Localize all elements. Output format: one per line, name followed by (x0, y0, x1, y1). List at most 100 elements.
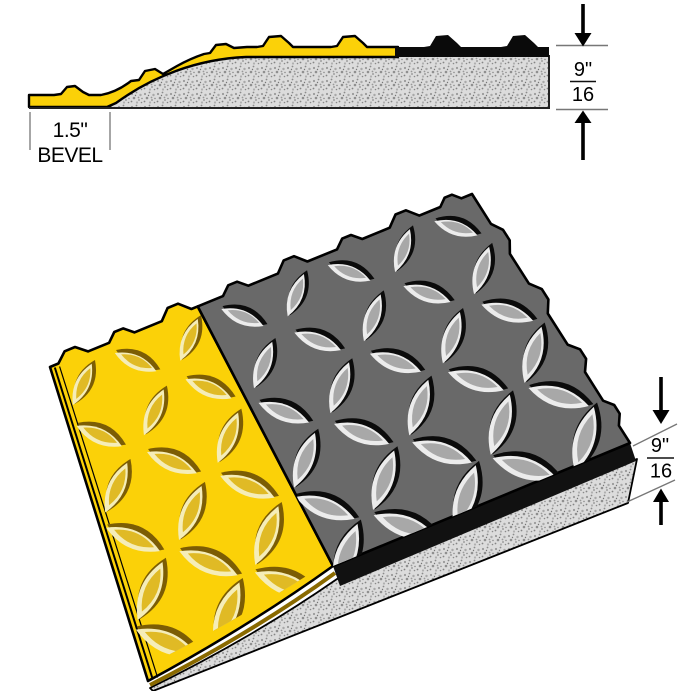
tread-lens-layer (377, 354, 416, 370)
bevel-extension-lines (29, 112, 111, 150)
tread-lens (329, 358, 355, 414)
tread-lens (481, 298, 538, 323)
tread-lens-layer (108, 468, 126, 506)
dimension-arrow-up-icon (653, 488, 669, 525)
tread-lens-layer (342, 425, 384, 441)
profile-yellow-bevel-layer (27, 34, 400, 109)
profile-view: 1.5" BEVEL 9" 16 (27, 4, 608, 167)
tread-lens (572, 402, 602, 472)
tread-lens-layer (501, 458, 550, 476)
tread-lens (295, 491, 360, 521)
tread-lens-layer (182, 491, 200, 533)
tread-lens-layer (301, 333, 337, 348)
tread-lens-layer (265, 404, 304, 420)
tread-lens (472, 242, 496, 295)
thickness-extension-lines (556, 44, 608, 111)
tread-lens-layer (410, 286, 446, 300)
tread-lens-layer (76, 368, 91, 399)
tread-lens-layer (147, 394, 163, 429)
tread-lens-layer (382, 516, 431, 535)
perspective-thickness-denominator: 16 (650, 461, 672, 483)
tread-lens (362, 290, 387, 342)
tread-lens-layer (397, 233, 410, 266)
tread-lens-layer (183, 323, 197, 355)
tread-lens-layer (304, 498, 349, 516)
tread-lens-layer (489, 304, 528, 319)
dark-tread-pattern (221, 215, 602, 566)
tread-lens-layer (440, 221, 473, 234)
mat-yellow-surface (48, 302, 335, 683)
tread-lens-layer (192, 380, 227, 396)
tread-lens-layer (577, 414, 594, 463)
perspective-view: 9" 16 (48, 192, 678, 691)
tread-lens-layer (366, 299, 380, 335)
tread-lens (441, 307, 466, 364)
tread-lens (294, 327, 346, 352)
tread-lens-layer (114, 529, 155, 548)
tread-lens-layer (456, 372, 498, 388)
profile-black-top-layer (395, 35, 549, 57)
tread-lens-layer (256, 346, 272, 382)
dimension-arrow-down-icon (652, 377, 670, 424)
tread-lens-layer (228, 477, 269, 495)
tread-lens (292, 428, 321, 488)
yellow-tread-pattern (72, 315, 323, 657)
tread-lens-layer (420, 443, 466, 460)
tread-lens-layer (337, 531, 357, 566)
tread-lens (179, 546, 243, 577)
tread-lens (371, 446, 401, 510)
tread-lens (147, 447, 202, 474)
tread-lens-layer (376, 457, 394, 502)
tread-lens (488, 390, 517, 455)
tread-lens (452, 460, 483, 530)
tread-lens-layer (412, 386, 428, 428)
bevel-width-label: 1.5" (53, 119, 88, 142)
mat-left-edge-pinstripe-1 (53, 367, 154, 680)
tread-lens (136, 557, 168, 620)
tread-lens (522, 322, 549, 383)
tread-lens-layer (334, 265, 366, 279)
tread-lens (104, 458, 132, 513)
bevel-label: BEVEL (37, 144, 102, 167)
perspective-extension-lines (626, 423, 678, 503)
tread-lens (369, 348, 426, 374)
tread-lens (179, 315, 203, 361)
tread-lens-layer (227, 310, 260, 324)
tread-lens-layer (537, 388, 583, 404)
tread-lens-layer (141, 568, 161, 612)
tread-lens (332, 519, 364, 566)
tread-lens-layer (187, 553, 232, 572)
profile-thickness-numerator: 9" (574, 59, 592, 81)
dimension-arrow-up-icon (574, 110, 592, 160)
tread-lens (185, 374, 236, 400)
tread-lens-layer (526, 333, 542, 375)
dimension-arrow-down-icon (574, 4, 592, 47)
tread-lens (76, 421, 126, 447)
tread-lens (492, 451, 562, 481)
tread-lens-layer (297, 439, 314, 480)
tread-lens (258, 397, 314, 424)
tread-lens (216, 408, 244, 463)
mat-black-edge-side (333, 443, 636, 586)
tread-lens (407, 375, 435, 436)
tread-lens (286, 270, 309, 317)
profile-foam-core (105, 55, 550, 109)
tread-lens-layer (217, 589, 238, 636)
tread-lens (114, 348, 161, 372)
tread-lens-layer (121, 354, 153, 369)
tread-lens-layer (154, 453, 192, 470)
profile-thickness-denominator: 16 (572, 84, 594, 106)
tread-lens (253, 338, 278, 389)
tread-lens-layer (445, 317, 460, 356)
tread-lens (143, 385, 169, 436)
tread-lens (327, 260, 375, 282)
tread-lens-layer (476, 251, 489, 288)
tread-lens (412, 436, 477, 465)
tread-lens-layer (258, 512, 277, 557)
tread-lens-layer (83, 427, 118, 443)
mat-gold-edge-line (149, 571, 337, 687)
tread-lens (220, 470, 279, 499)
tread-lens-layer (333, 367, 349, 406)
tread-lens (448, 366, 509, 393)
